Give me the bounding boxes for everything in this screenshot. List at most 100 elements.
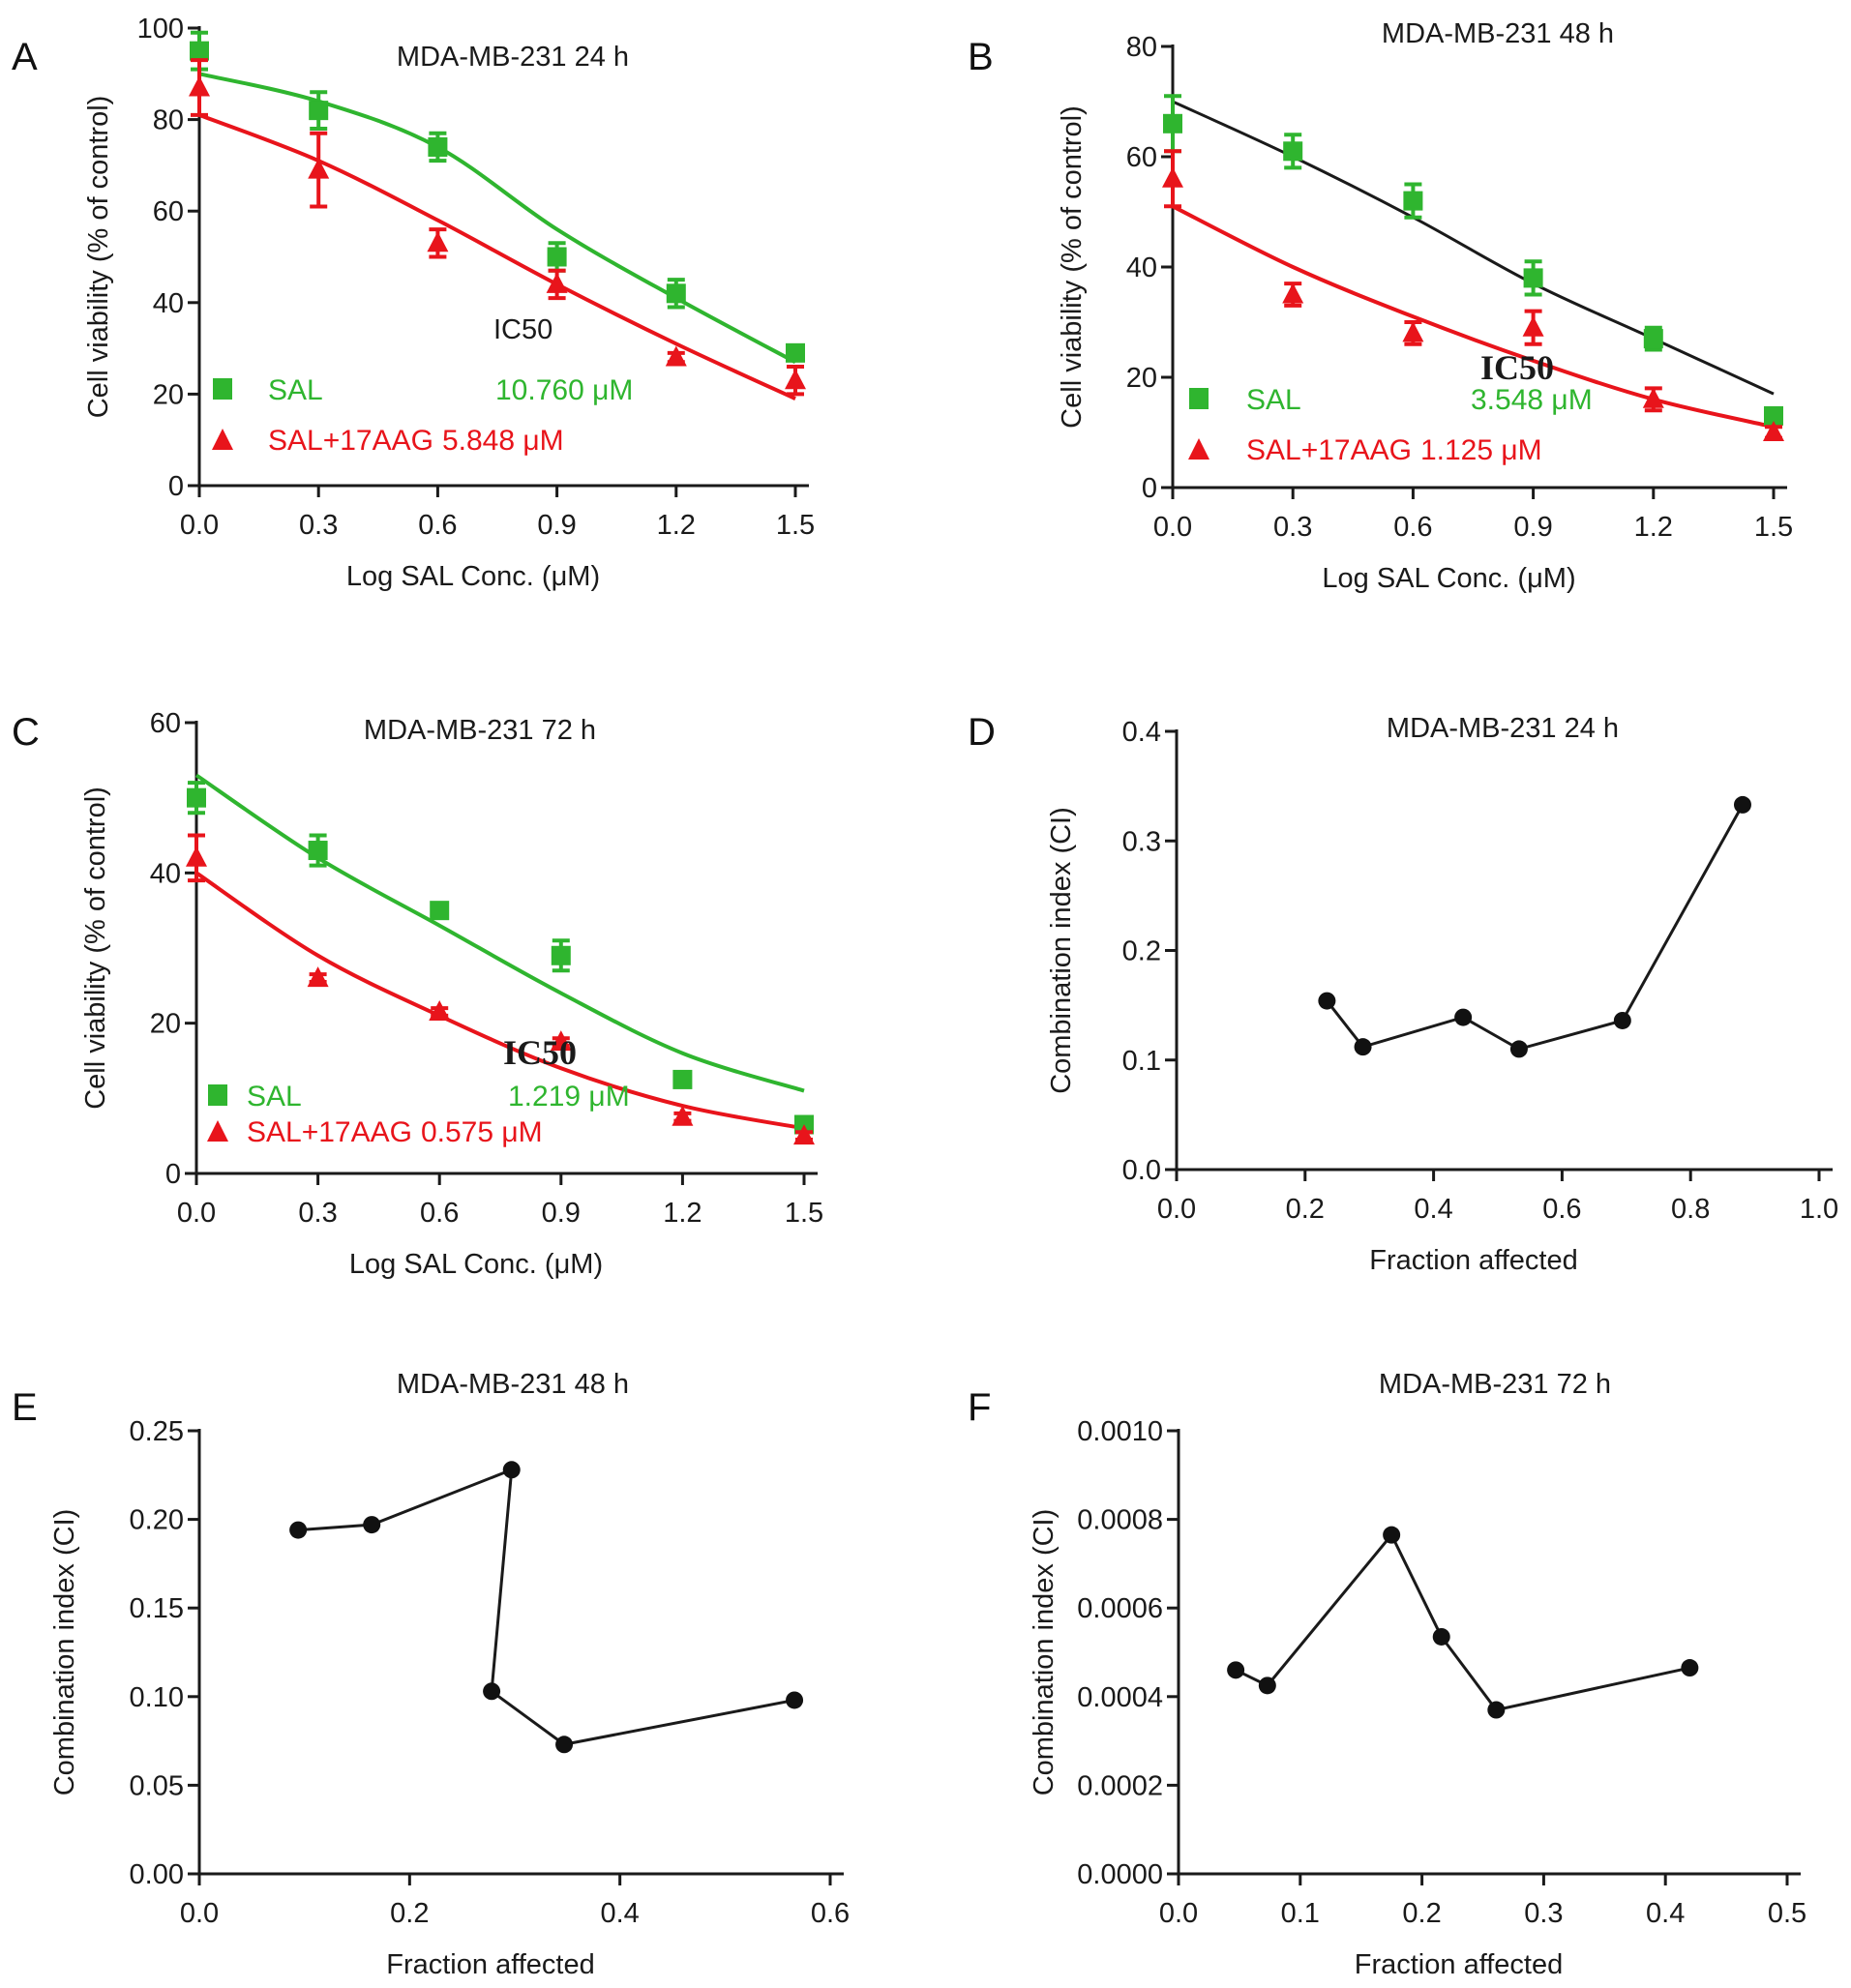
x-tick-label: 0.4	[601, 1898, 640, 1929]
data-point-sal	[547, 247, 567, 267]
ci-point	[786, 1691, 804, 1709]
legend-marker-combo	[207, 1120, 228, 1142]
legend-label-combo: SAL+17AAG	[247, 1116, 412, 1148]
ci-point	[1227, 1661, 1245, 1679]
x-tick-label: 0.5	[1768, 1898, 1806, 1929]
y-tick-label: 0	[165, 1159, 181, 1190]
ci-point	[1258, 1676, 1276, 1695]
legend-label-combo: SAL+17AAG	[1246, 434, 1412, 466]
x-axis-title: Log SAL Conc. (μM)	[346, 561, 600, 592]
y-tick-label: 0.05	[130, 1770, 184, 1801]
x-tick-label: 0.9	[1513, 512, 1552, 543]
legend-marker-sal	[208, 1084, 227, 1106]
y-tick-label: 100	[137, 14, 184, 45]
x-axis-title: Log SAL Conc. (μM)	[349, 1249, 603, 1280]
x-tick-label: 0.6	[811, 1898, 850, 1929]
y-tick-label: 0.0002	[1077, 1770, 1163, 1801]
data-point-combo	[427, 231, 449, 252]
legend-marker-sal	[213, 378, 232, 400]
y-tick-label: 0.0000	[1077, 1859, 1163, 1890]
y-tick-label: 0	[1142, 473, 1157, 504]
data-point-sal	[672, 1069, 693, 1089]
ci-point	[1432, 1627, 1450, 1646]
x-tick-label: 0.3	[1524, 1898, 1563, 1929]
fit-curve-sal	[194, 773, 805, 1093]
y-tick-label: 0.0	[1122, 1155, 1161, 1186]
data-point-sal	[190, 41, 209, 61]
legend-ic50-combo: 5.848 μM	[442, 425, 564, 457]
data-point-combo	[1642, 387, 1664, 408]
panel-letter: F	[968, 1386, 991, 1429]
data-point-sal	[1403, 191, 1423, 211]
panel-letter: C	[12, 711, 40, 754]
y-tick-label: 0.0006	[1077, 1593, 1163, 1624]
y-axis-title: Combination index (CI)	[1029, 1509, 1060, 1796]
panel-title: MDA-MB-231 24 h	[1387, 713, 1619, 744]
x-tick-label: 1.5	[776, 510, 815, 541]
fit-curve-sal	[1172, 100, 1775, 396]
legend-ic50-combo: 1.125 μM	[1420, 434, 1542, 466]
panel-letter: E	[12, 1386, 38, 1429]
data-point-combo	[1522, 315, 1544, 337]
x-tick-label: 1.5	[1754, 512, 1793, 543]
y-tick-label: 20	[1126, 363, 1157, 394]
ci-point	[1487, 1701, 1506, 1719]
x-tick-label: 0.0	[1153, 512, 1192, 543]
ci-point	[363, 1516, 381, 1534]
data-point-combo	[307, 966, 329, 988]
data-point-combo	[1282, 282, 1304, 304]
data-point-sal	[428, 136, 448, 157]
ci-point	[1613, 1011, 1631, 1029]
x-tick-label: 1.2	[657, 510, 696, 541]
y-axis-title: Cell viability (% of control)	[83, 96, 114, 419]
x-tick-label: 1.0	[1800, 1194, 1838, 1225]
y-tick-label: 0.25	[130, 1416, 184, 1447]
ci-point	[289, 1521, 308, 1539]
y-tick-label: 40	[153, 288, 184, 319]
data-point-sal	[187, 787, 206, 808]
data-point-sal	[551, 945, 571, 965]
fit-curve-sal	[198, 72, 796, 365]
data-point-sal	[666, 283, 686, 304]
x-tick-label: 0.0	[1157, 1194, 1196, 1225]
y-tick-label: 0.0010	[1077, 1416, 1163, 1447]
panel-a: A MDA-MB-231 24 h 0 20 40 60 80 100 0.0 0.3 0.6 0.9…	[12, 14, 815, 592]
x-tick-label: 0.4	[1646, 1898, 1685, 1929]
data-point-combo	[429, 1000, 451, 1022]
data-point-combo	[189, 75, 210, 97]
x-tick-label: 0.9	[542, 1198, 581, 1229]
panel-title: MDA-MB-231 24 h	[397, 42, 629, 73]
x-tick-label: 0.8	[1671, 1194, 1710, 1225]
x-tick-label: 0.6	[420, 1198, 459, 1229]
x-tick-label: 1.2	[1634, 512, 1673, 543]
y-tick-label: 0	[168, 471, 184, 502]
panel-letter: B	[968, 36, 994, 78]
x-tick-label: 0.6	[1393, 512, 1432, 543]
x-tick-label: 0.0	[1159, 1898, 1198, 1929]
data-point-combo	[546, 272, 568, 293]
x-tick-label: 0.3	[1273, 512, 1312, 543]
x-tick-label: 0.3	[298, 1198, 337, 1229]
ci-point	[1383, 1526, 1401, 1544]
y-tick-label: 0.00	[130, 1859, 184, 1890]
y-axis-title: Cell viability (% of control)	[80, 786, 111, 1110]
fit-curve-combo	[198, 113, 796, 401]
x-tick-label: 0.6	[1542, 1194, 1581, 1225]
panel-b: B MDA-MB-231 48 h 0 20 40 60 80 0.0 0.3 0.6 0.9 1.2…	[968, 18, 1793, 594]
panel-title: MDA-MB-231 72 h	[1379, 1369, 1611, 1400]
y-tick-label: 0.3	[1122, 826, 1161, 857]
x-tick-label: 0.4	[1414, 1194, 1452, 1225]
x-tick-label: 0.2	[1402, 1898, 1441, 1929]
y-tick-label: 0.0008	[1077, 1505, 1163, 1536]
legend-ic50-sal: 1.219 μM	[508, 1081, 630, 1113]
x-tick-label: 1.5	[785, 1198, 823, 1229]
legend-label-sal: SAL	[247, 1081, 302, 1113]
y-tick-label: 40	[1126, 252, 1157, 283]
y-tick-label: 20	[153, 379, 184, 410]
ci-line	[1235, 1531, 1690, 1712]
panel-d: D MDA-MB-231 24 h 0.0 0.1 0.2 0.3 0.4 0.0 0.2 0.4…	[968, 711, 1838, 1276]
x-axis-title: Fraction affected	[386, 1949, 594, 1980]
ci-point	[1454, 1008, 1473, 1026]
panel-c: C MDA-MB-231 72 h 0 20 40 60 0.0 0.3 0.6 0.9 1.2 1.…	[12, 708, 823, 1280]
